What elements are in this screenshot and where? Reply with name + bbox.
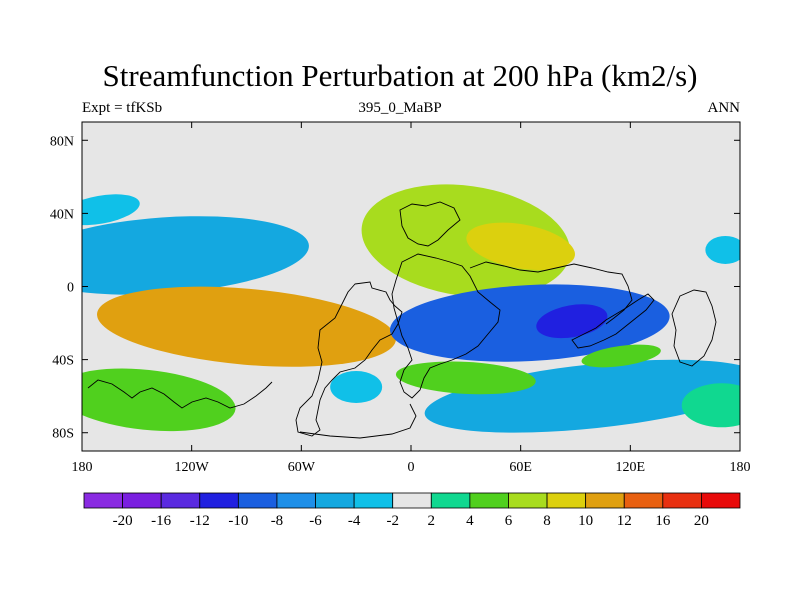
- coastline-south-america: [295, 281, 403, 437]
- y-tick-label: 80N: [50, 134, 74, 149]
- colorbar-label: -20: [113, 513, 133, 529]
- colorbar-label: 2: [428, 513, 436, 529]
- coastline-indochina: [571, 293, 655, 349]
- contour-indian-ocean-low: [389, 284, 670, 362]
- x-tick-label: 180: [72, 460, 93, 475]
- coastline-africa: [391, 253, 501, 399]
- subtitle-right: ANN: [707, 100, 741, 116]
- colorbar-label: 20: [694, 513, 709, 529]
- colorbar-swatch: [315, 492, 355, 509]
- x-tick-label: 120W: [175, 460, 210, 475]
- colorbar-label: 16: [655, 513, 671, 529]
- y-tick-label: 40N: [50, 207, 74, 222]
- coastline-europe: [399, 201, 461, 247]
- x-tick-label: 180: [730, 460, 751, 475]
- colorbar-swatch: [701, 492, 741, 509]
- colorbar-swatch: [237, 492, 278, 509]
- colorbar-label: 10: [578, 513, 593, 529]
- colorbar-label: 6: [505, 513, 513, 529]
- x-tick-label: 120E: [616, 460, 646, 475]
- contour-south-atlantic-low: [330, 371, 383, 404]
- subtitle-center: 395_0_MaBP: [358, 100, 442, 116]
- colorbar-swatch: [392, 492, 432, 509]
- y-tick-label: 80S: [52, 427, 74, 442]
- contour-s-africa-band: [395, 361, 536, 395]
- contour-arabian-anticyclone-core: [466, 222, 575, 270]
- x-tick-label: 60E: [509, 460, 532, 475]
- contour-south-pacific-anticyclone: [97, 286, 396, 367]
- y-tick-label: 0: [67, 281, 74, 296]
- contour-nw-atlantic-wave: [82, 194, 140, 226]
- colorbar-label: -16: [151, 513, 171, 529]
- contour-europe-anticyclone-core: [410, 195, 467, 224]
- colorbar-swatch: [508, 492, 548, 509]
- colorbar-label: 8: [543, 513, 551, 529]
- colorbar-swatch: [430, 492, 471, 509]
- colorbar-swatch: [199, 492, 239, 509]
- contour-ne-pacific-wave: [82, 216, 309, 295]
- colorbar-swatch: [623, 492, 664, 509]
- colorbar-swatch: [662, 492, 702, 509]
- coastline-north-america: [87, 379, 273, 409]
- contour-se-pacific-high: [82, 368, 236, 432]
- x-tick-label: 0: [408, 460, 415, 475]
- contour-s-indian-band: [581, 344, 661, 368]
- contour-tasman-high: [681, 383, 740, 428]
- subtitle-left: Expt = tfKSb: [82, 100, 163, 116]
- colorbar-label: 4: [466, 513, 474, 529]
- colorbar-swatch: [122, 492, 162, 509]
- colorbar-swatch: [546, 492, 587, 509]
- colorbar-label: -6: [309, 513, 322, 529]
- contour-indian-ocean-low-core: [536, 304, 608, 339]
- colorbar-label: -8: [271, 513, 284, 529]
- colorbar-label: 12: [617, 513, 632, 529]
- y-tick-label: 40S: [52, 354, 74, 369]
- colorbar-swatch: [469, 492, 509, 509]
- colorbar-swatch: [353, 492, 394, 509]
- chart-title: Streamfunction Perturbation at 200 hPa (…: [102, 58, 698, 93]
- colorbar-label: -2: [386, 513, 399, 529]
- coastline-asia: [469, 261, 633, 325]
- x-tick-label: 60W: [288, 460, 316, 475]
- colorbar-swatch: [276, 492, 316, 509]
- colorbar-label: -10: [228, 513, 248, 529]
- colorbar-swatch: [83, 492, 123, 509]
- colorbar-swatch: [585, 492, 625, 509]
- coastline-antarctica: [299, 403, 417, 439]
- colorbar-swatch: [160, 492, 201, 509]
- contour-ne-pacific-west-edge: [705, 235, 740, 264]
- colorbar-label: -4: [348, 513, 361, 529]
- colorbar-label: -12: [190, 513, 210, 529]
- coastline-australia: [671, 289, 717, 367]
